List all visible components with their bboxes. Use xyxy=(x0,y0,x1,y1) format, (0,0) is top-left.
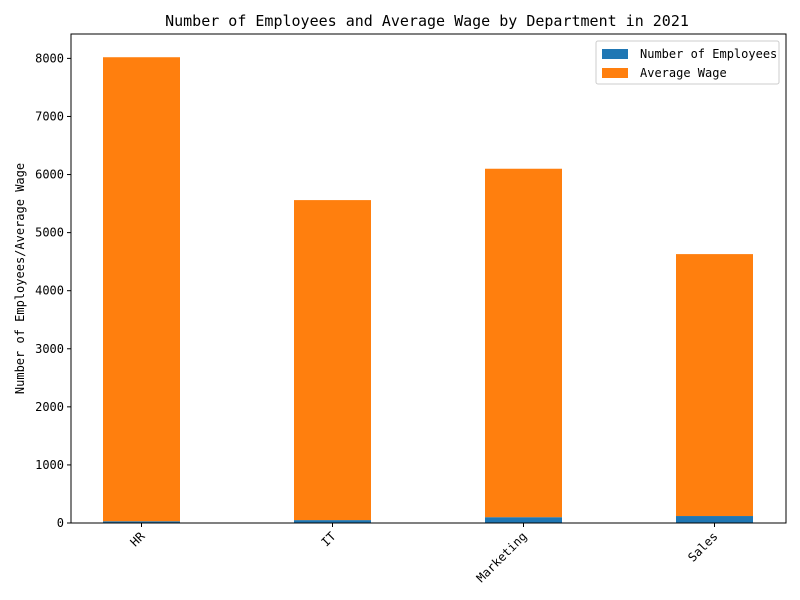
y-tick-label: 1000 xyxy=(35,458,64,472)
legend-swatch xyxy=(602,68,628,78)
bar-it-series-2 xyxy=(294,200,371,521)
x-tick-label: Marketing xyxy=(474,529,530,585)
legend-label: Number of Employees xyxy=(640,47,777,61)
bar-marketing-series-1 xyxy=(485,517,562,523)
y-tick-label: 2000 xyxy=(35,400,64,414)
legend-swatch xyxy=(602,49,628,59)
legend: Number of Employees Average Wage xyxy=(595,40,780,85)
y-axis-label: Number of Employees/Average Wage xyxy=(13,163,27,394)
y-tick-label: 7000 xyxy=(35,109,64,123)
bar-hr-series-1 xyxy=(103,521,180,523)
bar-sales-series-1 xyxy=(676,516,753,523)
chart-title: Number of Employees and Average Wage by … xyxy=(165,12,689,30)
plot-frame xyxy=(70,33,787,524)
y-tick-label: 4000 xyxy=(35,284,64,298)
y-tick-label: 8000 xyxy=(35,51,64,65)
legend-label: Average Wage xyxy=(640,66,727,80)
bars-layer xyxy=(103,57,753,523)
bar-marketing-series-2 xyxy=(485,168,562,518)
y-tick-label: 0 xyxy=(57,516,64,530)
y-tick-label: 3000 xyxy=(35,342,64,356)
bar-hr-series-2 xyxy=(103,57,180,522)
x-tick-label: HR xyxy=(128,529,149,550)
y-tick-label: 5000 xyxy=(35,226,64,240)
bar-it-series-1 xyxy=(294,520,371,523)
legend-box xyxy=(595,40,780,85)
x-tick-label: IT xyxy=(319,529,339,549)
y-tick-label: 6000 xyxy=(35,168,64,182)
bar-sales-series-2 xyxy=(676,254,753,517)
x-tick-label: Sales xyxy=(685,529,720,564)
